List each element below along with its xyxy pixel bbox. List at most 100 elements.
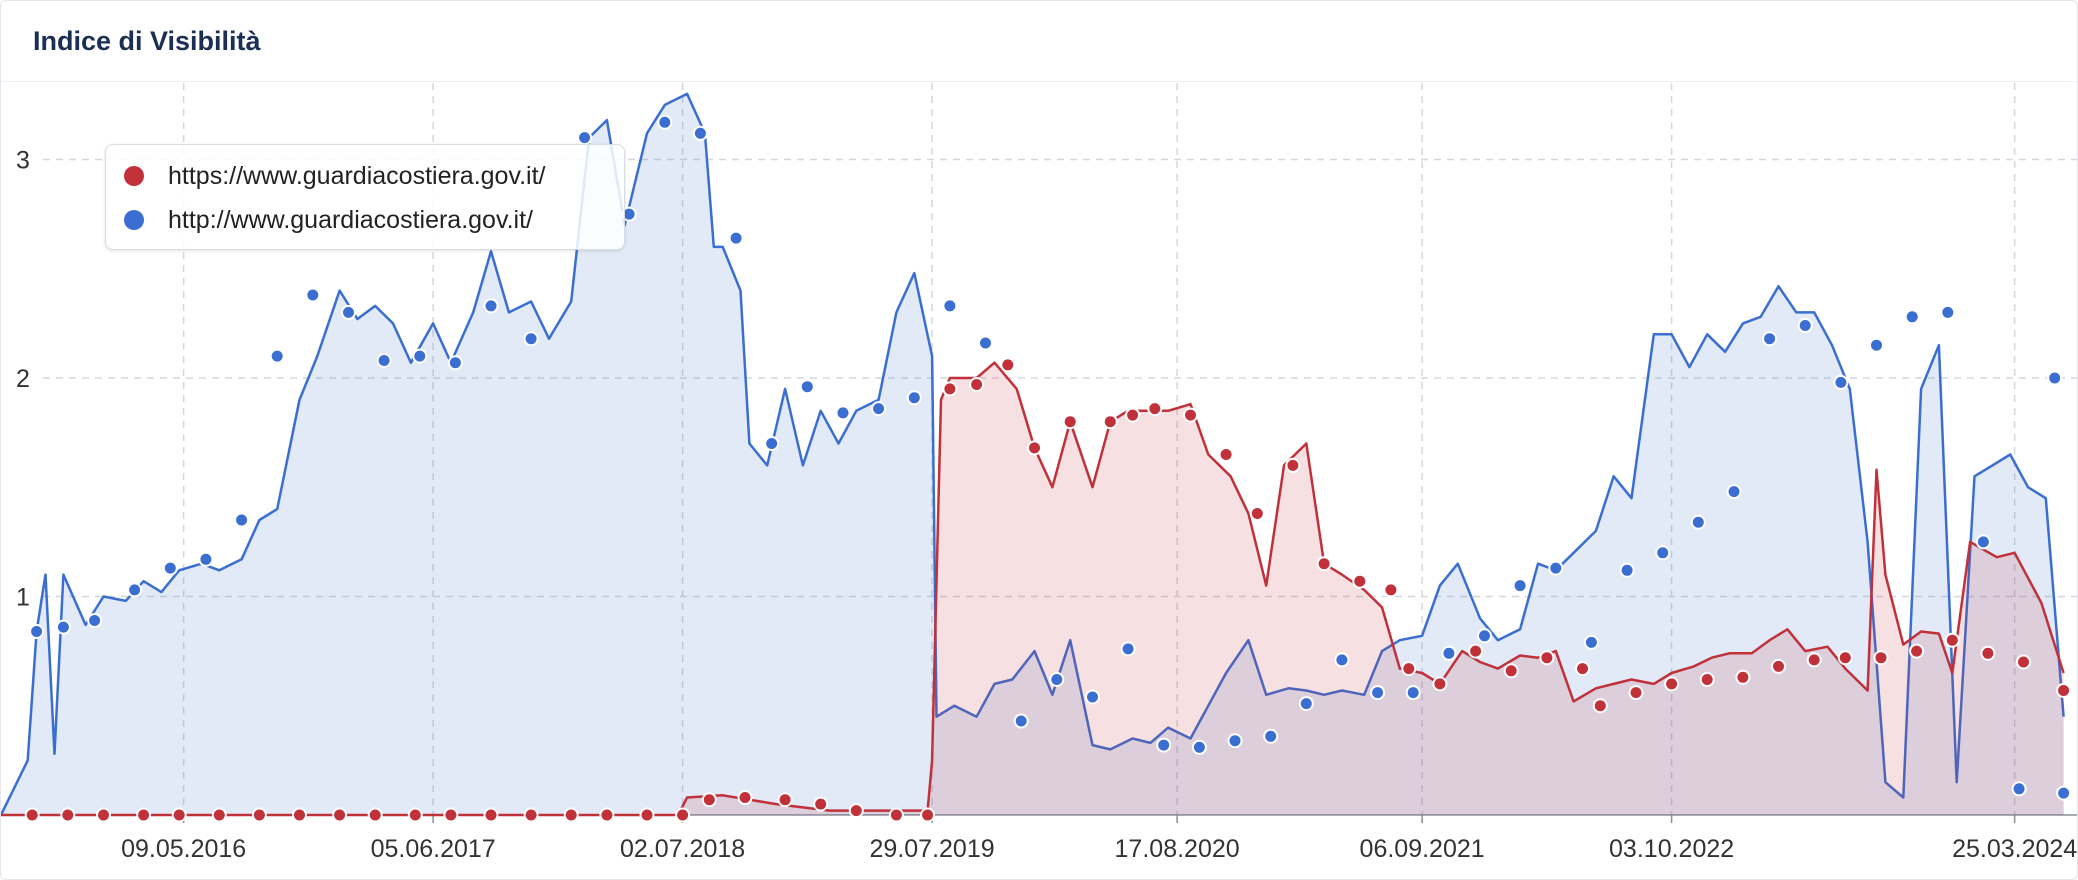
series-marker-1 bbox=[1405, 685, 1421, 701]
series-marker-0 bbox=[813, 796, 829, 812]
series-marker-0 bbox=[367, 807, 383, 823]
series-marker-1 bbox=[447, 355, 463, 371]
series-marker-1 bbox=[198, 551, 214, 567]
series-marker-0 bbox=[599, 807, 615, 823]
series-marker-0 bbox=[942, 381, 958, 397]
series-marker-0 bbox=[1837, 650, 1853, 666]
series-marker-1 bbox=[1013, 713, 1029, 729]
series-marker-1 bbox=[1619, 562, 1635, 578]
series-marker-0 bbox=[1909, 643, 1925, 659]
series-marker-1 bbox=[835, 405, 851, 421]
series-marker-1 bbox=[1548, 560, 1564, 576]
series-marker-1 bbox=[799, 379, 815, 395]
series-marker-1 bbox=[2047, 370, 2063, 386]
series-marker-1 bbox=[87, 613, 103, 628]
series-line-1 bbox=[1, 92, 2065, 816]
series-marker-1 bbox=[1227, 733, 1243, 749]
series-marker-0 bbox=[483, 807, 499, 823]
series-marker-1 bbox=[1904, 309, 1920, 325]
series-marker-0 bbox=[407, 807, 423, 823]
series-marker-0 bbox=[1873, 650, 1889, 666]
series-marker-0 bbox=[1468, 643, 1484, 659]
series-marker-0 bbox=[1503, 663, 1519, 679]
series-marker-1 bbox=[1156, 737, 1172, 753]
series-marker-1 bbox=[906, 390, 922, 406]
series-marker-0 bbox=[1401, 661, 1417, 677]
series-marker-1 bbox=[1477, 628, 1492, 644]
series-marker-0 bbox=[60, 807, 76, 823]
series-marker-0 bbox=[1806, 652, 1822, 668]
series-marker-1 bbox=[657, 114, 673, 130]
series-marker-1 bbox=[1655, 545, 1671, 561]
series-marker-1 bbox=[1833, 374, 1849, 390]
legend-item-https[interactable]: https://www.guardiacostiera.gov.it/ bbox=[124, 156, 546, 196]
series-marker-1 bbox=[1512, 578, 1528, 594]
series-marker-0 bbox=[1628, 685, 1644, 701]
series-area-1 bbox=[1, 93, 2064, 815]
x-tick-label: 09.05.2016 bbox=[121, 835, 246, 863]
series-marker-0 bbox=[1432, 676, 1448, 692]
series-marker-1 bbox=[55, 619, 71, 635]
series-marker-1 bbox=[1120, 641, 1136, 657]
series-marker-0 bbox=[136, 807, 152, 823]
y-tick-label: 3 bbox=[16, 146, 30, 174]
series-marker-0 bbox=[1664, 676, 1680, 692]
series-marker-1 bbox=[29, 624, 45, 639]
chart-title: Indice di Visibilità bbox=[33, 25, 261, 56]
series-marker-1 bbox=[1690, 514, 1706, 530]
series-marker-1 bbox=[412, 348, 428, 364]
series-marker-0 bbox=[1352, 573, 1368, 589]
series-marker-1 bbox=[483, 298, 499, 314]
series-marker-0 bbox=[969, 377, 985, 392]
series-marker-0 bbox=[737, 790, 753, 805]
series-marker-1 bbox=[2011, 781, 2027, 797]
legend-label-https: https://www.guardiacostiera.gov.it/ bbox=[168, 161, 546, 190]
series-marker-0 bbox=[1102, 414, 1118, 430]
series-marker-1 bbox=[871, 401, 887, 417]
series-marker-0 bbox=[1218, 447, 1234, 462]
series-marker-0 bbox=[1285, 457, 1301, 473]
series-marker-0 bbox=[701, 792, 717, 808]
series-marker-0 bbox=[96, 807, 111, 823]
series-marker-1 bbox=[1869, 337, 1884, 353]
series-marker-0 bbox=[1316, 556, 1332, 572]
series-marker-1 bbox=[162, 560, 178, 576]
series-marker-1 bbox=[2056, 785, 2072, 801]
series-marker-0 bbox=[1125, 407, 1141, 423]
series-marker-1 bbox=[1583, 634, 1599, 650]
series-marker-1 bbox=[942, 298, 958, 314]
series-marker-1 bbox=[269, 348, 285, 364]
legend-dot-https bbox=[124, 166, 144, 186]
card-header: Indice di Visibilità bbox=[1, 1, 2077, 82]
series-marker-0 bbox=[1944, 632, 1960, 648]
series-marker-0 bbox=[2016, 654, 2031, 670]
series-marker-1 bbox=[234, 512, 250, 528]
series-marker-0 bbox=[675, 807, 691, 823]
series-marker-0 bbox=[443, 807, 459, 823]
legend-dot-http bbox=[124, 210, 144, 230]
series-marker-0 bbox=[848, 803, 864, 819]
series-marker-0 bbox=[1147, 401, 1163, 417]
chart-legend: https://www.guardiacostiera.gov.it/ http… bbox=[105, 144, 625, 250]
series-marker-1 bbox=[1334, 652, 1350, 668]
x-tick-label: 25.03.2024 bbox=[1952, 835, 2077, 863]
series-marker-0 bbox=[292, 807, 307, 823]
series-marker-0 bbox=[1027, 440, 1042, 456]
x-tick-label: 03.10.2022 bbox=[1609, 835, 1734, 863]
series-marker-1 bbox=[728, 230, 744, 246]
series-marker-1 bbox=[978, 335, 993, 351]
series-marker-1 bbox=[127, 582, 143, 598]
series-marker-1 bbox=[1762, 331, 1778, 347]
series-marker-0 bbox=[1735, 669, 1751, 685]
series-area-0 bbox=[1, 362, 2064, 815]
series-marker-0 bbox=[171, 807, 187, 823]
series-marker-1 bbox=[523, 331, 539, 347]
series-marker-0 bbox=[1000, 357, 1016, 373]
series-marker-1 bbox=[1940, 304, 1956, 320]
series-marker-0 bbox=[523, 807, 539, 823]
series-marker-0 bbox=[639, 807, 655, 823]
series-marker-1 bbox=[1370, 685, 1386, 701]
legend-item-http[interactable]: http://www.guardiacostiera.gov.it/ bbox=[124, 200, 533, 240]
